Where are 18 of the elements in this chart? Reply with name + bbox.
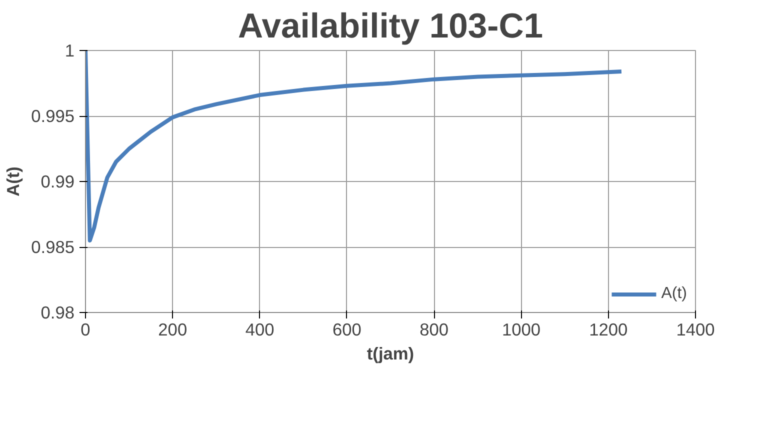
x-tick-label: 800 — [420, 320, 449, 340]
y-tick-label: 1 — [64, 40, 75, 60]
y-tick-label: 0.99 — [40, 172, 75, 192]
line-series — [86, 50, 624, 242]
x-tick-label: 1200 — [589, 320, 628, 340]
x-tick-label: 1400 — [676, 320, 715, 340]
legend-label: A(t) — [661, 285, 687, 303]
y-axis-title: A(t) — [3, 166, 24, 196]
chart-title: Availability 103-C1 — [238, 8, 544, 46]
y-tick-label: 0.98 — [40, 302, 75, 322]
x-tick-label: 1000 — [502, 320, 541, 340]
x-tick-label: 200 — [158, 320, 188, 340]
x-tick-label: 600 — [332, 320, 362, 340]
y-tick-label: 0.985 — [31, 237, 75, 257]
x-tick-label: 400 — [245, 320, 274, 340]
x-axis-title: t(jam) — [366, 344, 414, 364]
y-tick-label: 0.995 — [31, 106, 75, 126]
x-tick-label: 0 — [80, 320, 90, 340]
